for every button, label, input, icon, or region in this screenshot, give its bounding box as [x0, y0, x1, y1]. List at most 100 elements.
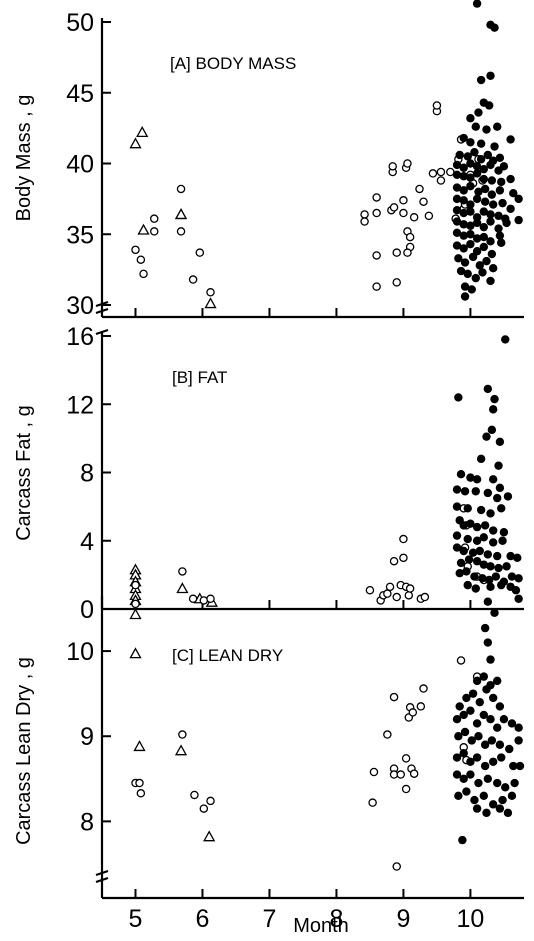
point-filled-circle [472, 719, 482, 728]
point-filled-circle [495, 804, 505, 813]
point-filled-circle [488, 264, 498, 273]
point-filled-circle [514, 723, 523, 732]
point-filled-circle [478, 574, 487, 583]
point-filled-circle [466, 138, 475, 147]
point-open-circle [139, 269, 148, 279]
point-filled-circle [498, 198, 507, 208]
point-filled-circle [486, 237, 495, 246]
point-filled-circle [460, 292, 470, 301]
point-filled-circle [480, 761, 490, 771]
point-filled-circle [459, 749, 468, 758]
point-filled-circle [452, 531, 462, 540]
point-filled-circle [470, 572, 479, 581]
panel-fat: [B] FAT Carcass Fat , g 0 4 8 12 16 [13, 323, 524, 624]
point-filled-circle [484, 101, 494, 110]
point-filled-circle [452, 485, 462, 494]
point-filled-circle [458, 835, 467, 845]
x-tick-label: 8 [329, 905, 343, 933]
point-open-triangle [136, 126, 149, 138]
y-tick-label: 9 [80, 723, 94, 751]
point-filled-circle [480, 740, 490, 749]
point-filled-circle [507, 791, 517, 801]
point-filled-circle [466, 159, 475, 168]
point-open-circle [419, 684, 428, 693]
point-filled-circle [463, 152, 472, 161]
point-open-circle [136, 255, 146, 264]
point-filled-circle [487, 249, 497, 259]
point-filled-circle [452, 543, 462, 552]
point-open-circle [136, 789, 146, 798]
point-open-circle [206, 288, 215, 297]
point-open-circle [372, 208, 381, 218]
point-filled-circle [460, 487, 470, 496]
point-filled-circle [490, 608, 499, 617]
panel-body-mass: [A] BODY MASS Body Mass , g 30 35 40 45 50 [13, 0, 524, 320]
point-open-triangle [129, 647, 142, 659]
point-open-circle [405, 584, 415, 593]
point-filled-circle [475, 546, 484, 556]
point-open-circle [199, 804, 209, 813]
point-filled-circle [514, 594, 523, 603]
point-filled-circle [471, 122, 480, 131]
point-filled-circle [490, 394, 499, 404]
point-open-circle [360, 217, 369, 226]
point-filled-circle [499, 162, 509, 171]
point-filled-circle [488, 405, 498, 414]
point-open-circle [409, 769, 419, 778]
point-filled-circle [479, 533, 489, 542]
y-tick-label: 10 [66, 638, 94, 666]
point-filled-circle [494, 563, 503, 573]
point-filled-circle [514, 194, 523, 204]
point-open-circle [372, 193, 381, 202]
point-filled-circle [501, 783, 510, 792]
point-filled-circle [454, 791, 463, 801]
point-open-circle [195, 248, 205, 257]
point-filled-circle [483, 150, 493, 160]
point-filled-circle [455, 702, 464, 711]
point-open-circle [131, 245, 140, 255]
point-filled-circle [493, 551, 502, 561]
point-filled-circle [486, 160, 495, 170]
panel-lean-dry: [C] LEAN DRY Carcass Lean Dry , g Month … [13, 596, 525, 937]
point-filled-circle [494, 211, 503, 221]
point-open-circle [415, 184, 424, 194]
point-filled-circle [478, 268, 487, 277]
point-filled-circle [452, 170, 462, 180]
point-filled-circle [487, 190, 497, 199]
point-filled-circle [459, 710, 468, 720]
point-filled-circle [472, 194, 482, 204]
point-filled-circle [493, 676, 502, 686]
point-filled-circle [459, 186, 468, 195]
point-filled-circle [509, 189, 518, 198]
point-filled-circle [466, 200, 475, 209]
point-filled-circle [471, 584, 480, 593]
point-filled-circle [482, 432, 491, 441]
point-open-circle [188, 594, 198, 604]
point-open-circle [405, 232, 415, 242]
point-filled-circle [495, 153, 505, 163]
point-filled-circle [486, 562, 495, 571]
point-filled-circle [497, 238, 506, 247]
point-filled-circle [463, 580, 472, 590]
point-filled-circle [468, 548, 478, 557]
point-open-circle [385, 582, 395, 592]
point-filled-circle [493, 122, 502, 131]
point-filled-circle [463, 504, 472, 513]
point-filled-circle [466, 230, 475, 239]
point-open-circle [392, 248, 401, 257]
point-filled-circle [468, 689, 478, 698]
point-filled-circle [486, 276, 495, 286]
point-filled-circle [497, 177, 506, 187]
point-filled-circle [487, 425, 497, 435]
point-filled-circle [498, 536, 507, 545]
point-open-circle [436, 176, 446, 185]
point-filled-circle [495, 186, 505, 195]
point-open-triangle [129, 608, 142, 620]
x-tick-label: 6 [196, 905, 210, 933]
point-filled-circle [487, 736, 497, 745]
point-filled-circle [459, 244, 468, 253]
point-open-triangle [203, 830, 216, 842]
point-filled-circle [470, 147, 479, 157]
x-axis-label: Month [293, 915, 349, 937]
point-open-triangle [133, 740, 146, 752]
